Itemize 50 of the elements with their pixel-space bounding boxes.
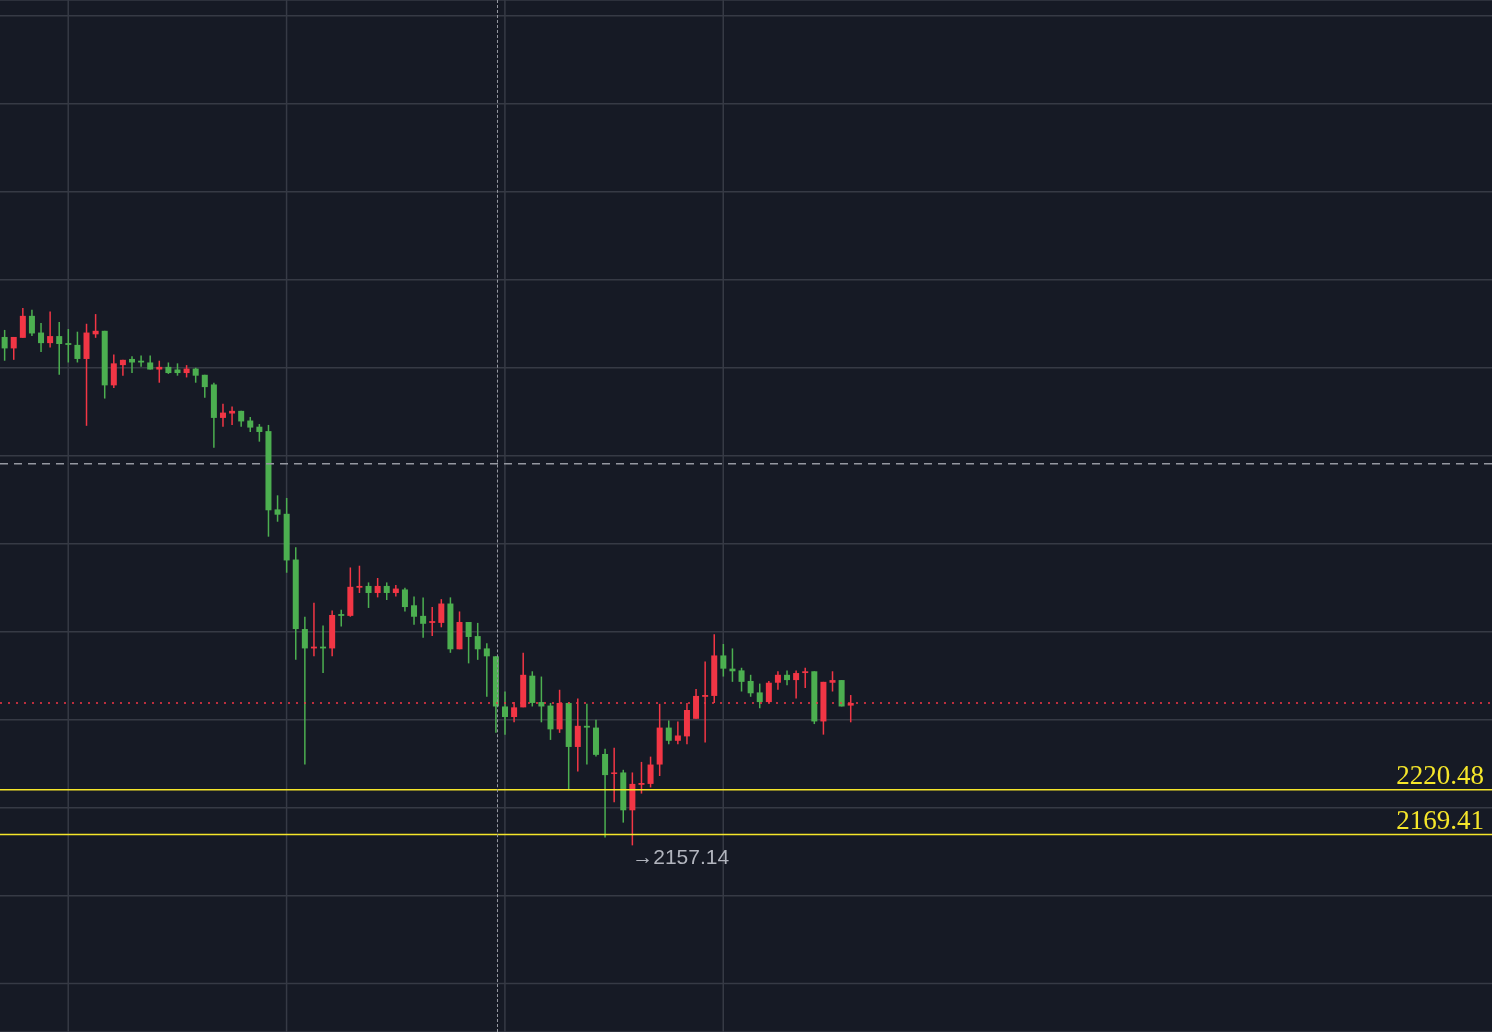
- candlestick: [411, 595, 418, 626]
- candlestick: [465, 621, 472, 665]
- candlestick: [474, 622, 481, 661]
- candlestick: [19, 307, 26, 339]
- candlestick: [429, 606, 436, 637]
- annotation: →2157.14: [632, 845, 730, 869]
- candlestick: [638, 761, 645, 795]
- candlestick: [110, 353, 117, 389]
- candlestick: [119, 359, 126, 377]
- ref-line-label: 2169.41: [1396, 804, 1484, 835]
- candlestick: [738, 667, 745, 693]
- candlestick: [665, 719, 672, 746]
- candlestick: [1, 329, 8, 362]
- candlestick: [274, 494, 281, 523]
- candlestick: [38, 322, 45, 353]
- candlestick: [538, 675, 545, 724]
- candlestick: [219, 403, 226, 428]
- candlestick: [720, 643, 727, 678]
- candlestick: [547, 702, 554, 741]
- candlestick: [365, 581, 372, 609]
- candlestick: [774, 670, 781, 691]
- candlestick: [420, 596, 427, 639]
- candlestick: [756, 682, 763, 709]
- candlestick: [784, 669, 791, 687]
- candlestick: [401, 586, 408, 613]
- candlestick: [602, 747, 609, 839]
- candlestick: [56, 321, 63, 376]
- candlestick: [583, 703, 590, 766]
- candlestick: [483, 642, 490, 698]
- candlestick: [747, 674, 754, 698]
- candlestick: [829, 670, 836, 693]
- candlestick: [802, 667, 809, 689]
- candlestick: [438, 598, 445, 629]
- candlestick: [301, 615, 308, 766]
- candlestick: [156, 359, 163, 384]
- candlestick: [47, 310, 54, 349]
- candlestick: [611, 747, 618, 804]
- candlestick: [338, 608, 345, 628]
- candlestick: [793, 669, 800, 700]
- candlestick: [392, 584, 399, 598]
- candlestick: [356, 564, 363, 594]
- candlestick: [229, 405, 236, 426]
- candlestick: [28, 308, 35, 337]
- candlestick: [502, 690, 508, 736]
- candlestick: [647, 755, 654, 789]
- candlestick: [74, 330, 81, 364]
- candlestick: [674, 720, 681, 746]
- ref-line-label: 2220.48: [1396, 759, 1484, 790]
- candlestick: [374, 577, 381, 599]
- candlestick: [65, 328, 72, 364]
